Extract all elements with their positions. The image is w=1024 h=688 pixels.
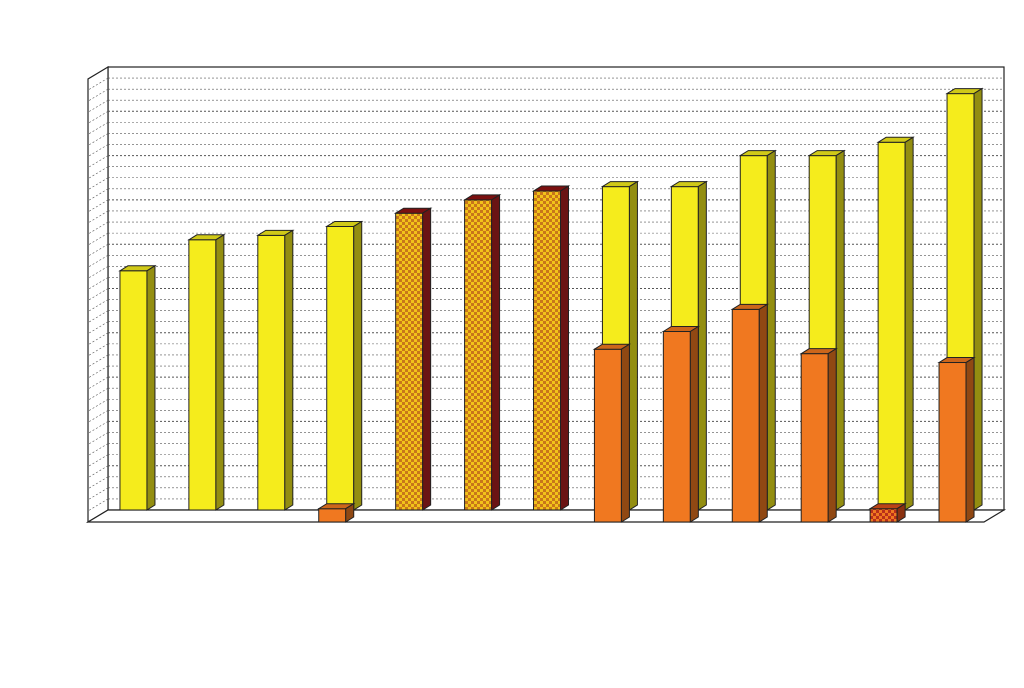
- back-bar-side: [973, 87, 983, 511]
- back-bar-face: [119, 270, 148, 511]
- back-bar: [256, 229, 295, 511]
- front-bar-side: [896, 502, 906, 523]
- front-bar-side: [620, 343, 630, 523]
- back-bar-face: [533, 190, 561, 511]
- front-bar: [661, 325, 701, 523]
- front-bar-face: [593, 348, 622, 523]
- back-bar-side: [284, 229, 294, 511]
- back-bar-side: [835, 149, 845, 511]
- front-bar-face: [938, 362, 967, 523]
- back-bar-side: [215, 233, 225, 511]
- back-bar-side: [491, 193, 501, 511]
- front-bar-face: [800, 353, 829, 523]
- front-bar-side: [758, 303, 768, 523]
- front-bar-face: [318, 508, 347, 523]
- front-bar: [868, 502, 907, 523]
- front-series-bars: [316, 303, 976, 523]
- back-bar-side: [697, 180, 707, 511]
- back-bar-side: [146, 264, 156, 511]
- front-bar-side: [965, 356, 975, 523]
- back-bar: [118, 264, 157, 511]
- back-bar: [324, 220, 364, 511]
- back-bar-face: [464, 199, 493, 511]
- back-bar-side: [904, 136, 914, 511]
- back-bar-face: [395, 212, 424, 511]
- front-bar-face: [731, 308, 760, 523]
- front-bar: [316, 502, 356, 523]
- front-bar-side: [689, 325, 699, 523]
- front-bar-face: [869, 508, 898, 523]
- back-bar: [876, 136, 915, 511]
- front-bar-face: [662, 331, 691, 523]
- side-wall: [87, 65, 109, 524]
- back-bar-side: [560, 185, 569, 511]
- back-bar-side: [628, 180, 638, 511]
- front-bar-side: [345, 502, 355, 523]
- front-bar: [937, 356, 976, 523]
- front-bar-side: [827, 347, 837, 523]
- back-bar-side: [766, 149, 776, 511]
- back-bar-face: [188, 239, 217, 511]
- back-bar-face: [257, 234, 286, 511]
- front-bar: [730, 303, 770, 523]
- back-bar: [531, 185, 571, 511]
- front-bar: [799, 347, 838, 523]
- floor: [85, 509, 1007, 523]
- back-bar-side: [353, 220, 363, 511]
- back-bar-face: [877, 141, 906, 511]
- back-bar: [187, 233, 226, 511]
- back-bar-side: [422, 207, 432, 511]
- back-bar-face: [326, 225, 355, 511]
- front-bar: [592, 343, 632, 523]
- back-bar: [393, 207, 433, 511]
- back-bar: [462, 193, 502, 511]
